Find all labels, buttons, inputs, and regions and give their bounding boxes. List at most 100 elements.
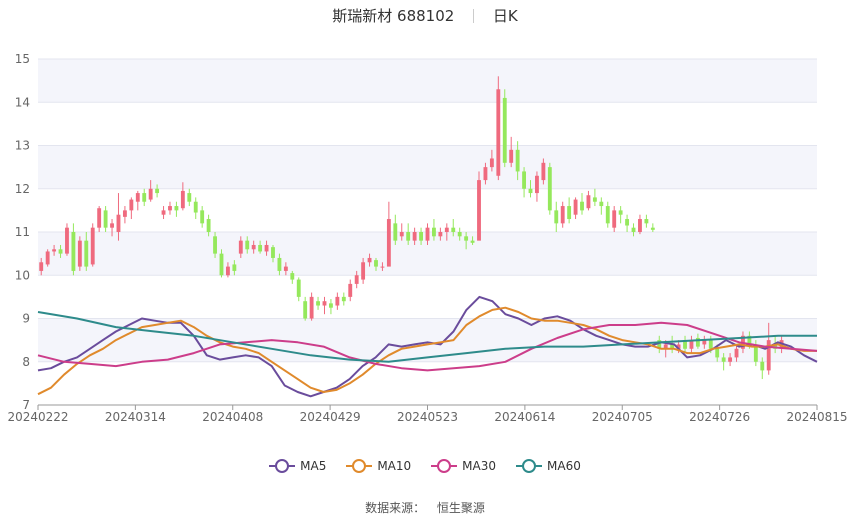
candle-body: [155, 188, 160, 194]
candle-body: [393, 223, 398, 241]
candle-body: [567, 206, 572, 220]
candle-body: [502, 97, 507, 163]
y-axis-labels: 7 8 9 10 11 12 13 14 15: [15, 52, 30, 412]
candle-body: [444, 227, 449, 232]
candle-body: [419, 232, 423, 241]
legend-item-ma30[interactable]: MA30: [431, 459, 496, 473]
candle-body: [470, 240, 475, 243]
candle-body: [193, 201, 198, 213]
candle-body: [586, 195, 591, 209]
candle-body: [644, 219, 649, 224]
candle-body: [213, 236, 217, 254]
legend-label: MA5: [300, 459, 327, 473]
candle-body: [477, 180, 481, 241]
candle-body: [663, 344, 668, 349]
candle-body: [103, 210, 108, 228]
candle-body: [638, 219, 642, 232]
candle-body: [734, 348, 739, 358]
candle-body: [386, 219, 391, 267]
candle-body: [374, 260, 378, 267]
candle-body: [489, 158, 494, 168]
legend-item-ma5[interactable]: MA5: [269, 459, 326, 473]
candle-body: [683, 340, 687, 349]
candle-body: [245, 240, 250, 250]
candle-body: [432, 227, 436, 237]
y-tick-label: 15: [15, 52, 30, 66]
candle-body: [58, 249, 63, 254]
candle-body: [110, 223, 114, 228]
candle-body: [554, 210, 559, 224]
candle-body: [71, 232, 76, 271]
y-tick-label: 13: [15, 139, 30, 153]
candle-body: [161, 210, 166, 215]
candle-body: [52, 249, 57, 252]
grid-bands: [38, 59, 817, 362]
candle-body: [316, 301, 320, 306]
candle-body: [605, 206, 610, 224]
x-tick-label: 20240705: [592, 410, 653, 424]
candle-body: [438, 232, 443, 237]
y-tick-label: 11: [15, 225, 30, 239]
candle-body: [271, 247, 275, 258]
candle-body: [689, 340, 694, 349]
legend-label: MA60: [547, 459, 581, 473]
stock-name: 斯瑞新材 688102: [332, 7, 455, 25]
period-label: 日K: [492, 7, 518, 25]
candle-body: [168, 206, 172, 211]
candle-body: [39, 262, 44, 271]
candle-body: [200, 210, 205, 224]
candle-body: [116, 214, 121, 232]
candle-body: [721, 357, 726, 362]
candle-body: [135, 193, 140, 202]
candle-body: [496, 89, 501, 176]
x-tick-label: 20240614: [494, 410, 555, 424]
x-tick-label: 20240726: [689, 410, 750, 424]
candle-body: [238, 240, 243, 254]
candle-body: [180, 190, 185, 209]
legend-label: MA10: [377, 459, 412, 473]
legend-item-ma10[interactable]: MA10: [346, 459, 411, 473]
candle-body: [760, 361, 765, 371]
candle-body: [251, 244, 256, 250]
candle-body: [451, 227, 456, 232]
y-tick-label: 8: [22, 355, 30, 369]
title-separator: [473, 8, 475, 23]
candle-body: [425, 227, 430, 241]
y-tick-label: 14: [15, 95, 30, 109]
candle-body: [328, 303, 333, 308]
chart-title: 斯瑞新材 688102 日K: [0, 5, 850, 27]
candle-body: [547, 167, 552, 211]
candle-body: [97, 208, 102, 228]
y-tick-label: 10: [15, 268, 30, 282]
candle-body: [361, 262, 366, 280]
candle-body: [483, 167, 488, 181]
candle-body: [309, 296, 314, 319]
legend-label: MA30: [462, 459, 497, 473]
candle-body: [90, 227, 95, 265]
legend: MA5 MA10 MA30 MA60: [0, 459, 850, 476]
candle-body: [625, 219, 630, 226]
candle-body: [541, 162, 546, 181]
candle-body: [367, 257, 372, 263]
candle-body: [148, 188, 153, 200]
candle-body: [695, 337, 700, 347]
candle-body: [406, 232, 411, 241]
candle-body: [264, 244, 269, 252]
y-tick-label: 12: [15, 182, 30, 196]
candle-body: [592, 197, 597, 202]
source-value: 恒生聚源: [436, 501, 485, 515]
candle-body: [412, 232, 417, 241]
x-tick-label: 20240523: [397, 410, 458, 424]
candle-body: [129, 199, 134, 211]
candle-body: [676, 344, 681, 349]
candle-body: [341, 296, 346, 302]
grid-band: [38, 145, 817, 189]
x-axis-labels: 20240222 20240314 20240408 20240429 20240523…: [7, 405, 848, 424]
candle-body: [708, 340, 713, 349]
candle-body: [766, 340, 771, 371]
candle-body: [573, 199, 578, 215]
candle-body: [77, 240, 82, 267]
legend-item-ma60[interactable]: MA60: [516, 459, 581, 473]
candle-body: [354, 275, 359, 284]
